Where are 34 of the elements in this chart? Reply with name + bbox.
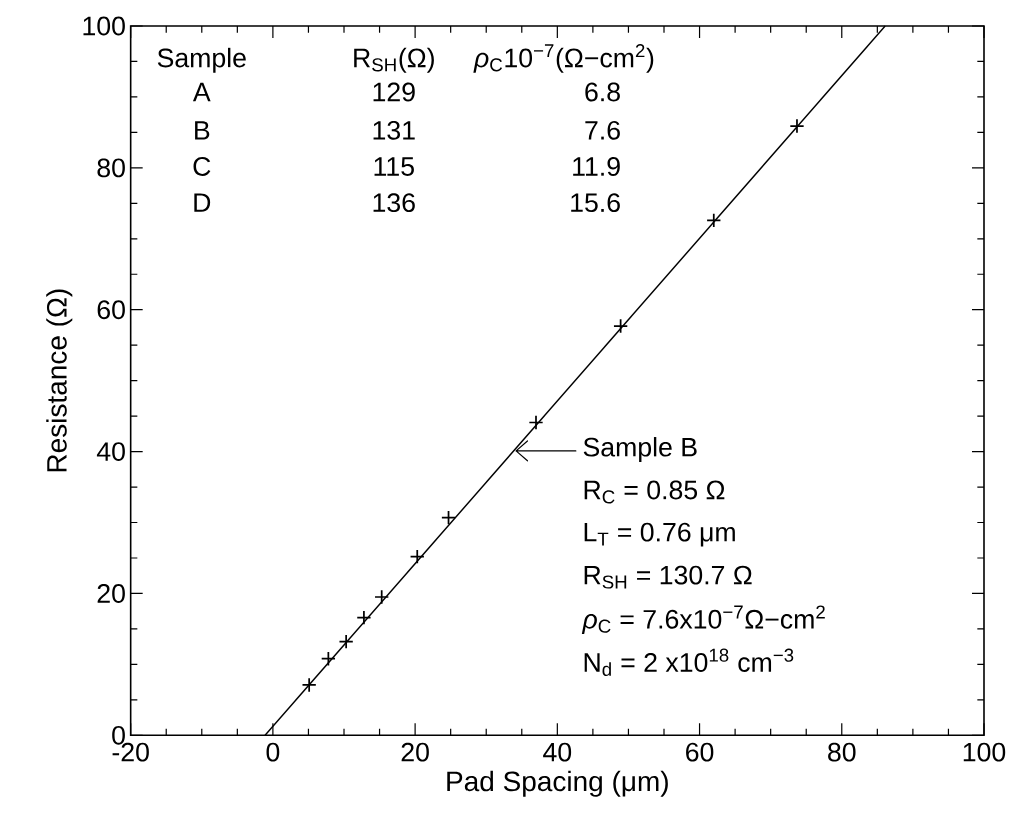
- annotation: Sample: [157, 47, 246, 73]
- annotation: 15.6: [571, 193, 620, 213]
- x-tick-label: 20: [401, 742, 429, 762]
- annotation: 7.6: [585, 120, 620, 140]
- annotation: 11.9: [573, 157, 620, 176]
- annotation: Sample B: [583, 437, 697, 462]
- y-axis-title: Resistance (Ω): [46, 289, 73, 472]
- annotation: 6.8: [585, 82, 620, 102]
- x-tick-label: 100: [963, 742, 1006, 762]
- x-tick-label: 80: [828, 742, 856, 762]
- y-tick-label: 80: [97, 158, 125, 178]
- x-tick-label: 60: [686, 742, 714, 762]
- annotation: R$_{C}$ = 0.85 Ω: [584, 480, 725, 504]
- x-axis-title: Pad Spacing (μm): [447, 770, 668, 797]
- y-tick-label: 20: [97, 584, 125, 603]
- x-tick-label: 0: [266, 742, 280, 762]
- annotation: A: [192, 82, 211, 102]
- annotation: D: [194, 193, 211, 212]
- annotation: ρ$_{C}$10$^{−7}$(Ω−cm$^{2}$): [473, 44, 654, 73]
- annotation: 136: [373, 193, 415, 213]
- annotation: L$_{T}$ = 0.76 μm: [584, 522, 735, 547]
- annotation: 115: [374, 157, 414, 176]
- annotation: R$_{SH}$(Ω): [354, 47, 434, 73]
- x-tick-label: 40: [543, 742, 572, 762]
- annotation: C: [193, 157, 211, 176]
- y-tick-label: 60: [97, 300, 125, 320]
- annotation: 129: [373, 82, 415, 102]
- y-tick-label: 40: [96, 442, 125, 462]
- annotation: 131: [373, 120, 415, 140]
- annotation: B: [195, 121, 210, 140]
- annotation: N$_{d}$ = 2 x10$^{18}$ cm$^{−3}$: [584, 648, 794, 676]
- y-tick-label: 100: [83, 16, 125, 36]
- annotation: ρ$_{C}$ = 7.6x10$^{−7}$Ω−cm$^{2}$: [581, 605, 825, 635]
- annotation: R$_{SH}$ = 130.7 Ω: [584, 565, 752, 589]
